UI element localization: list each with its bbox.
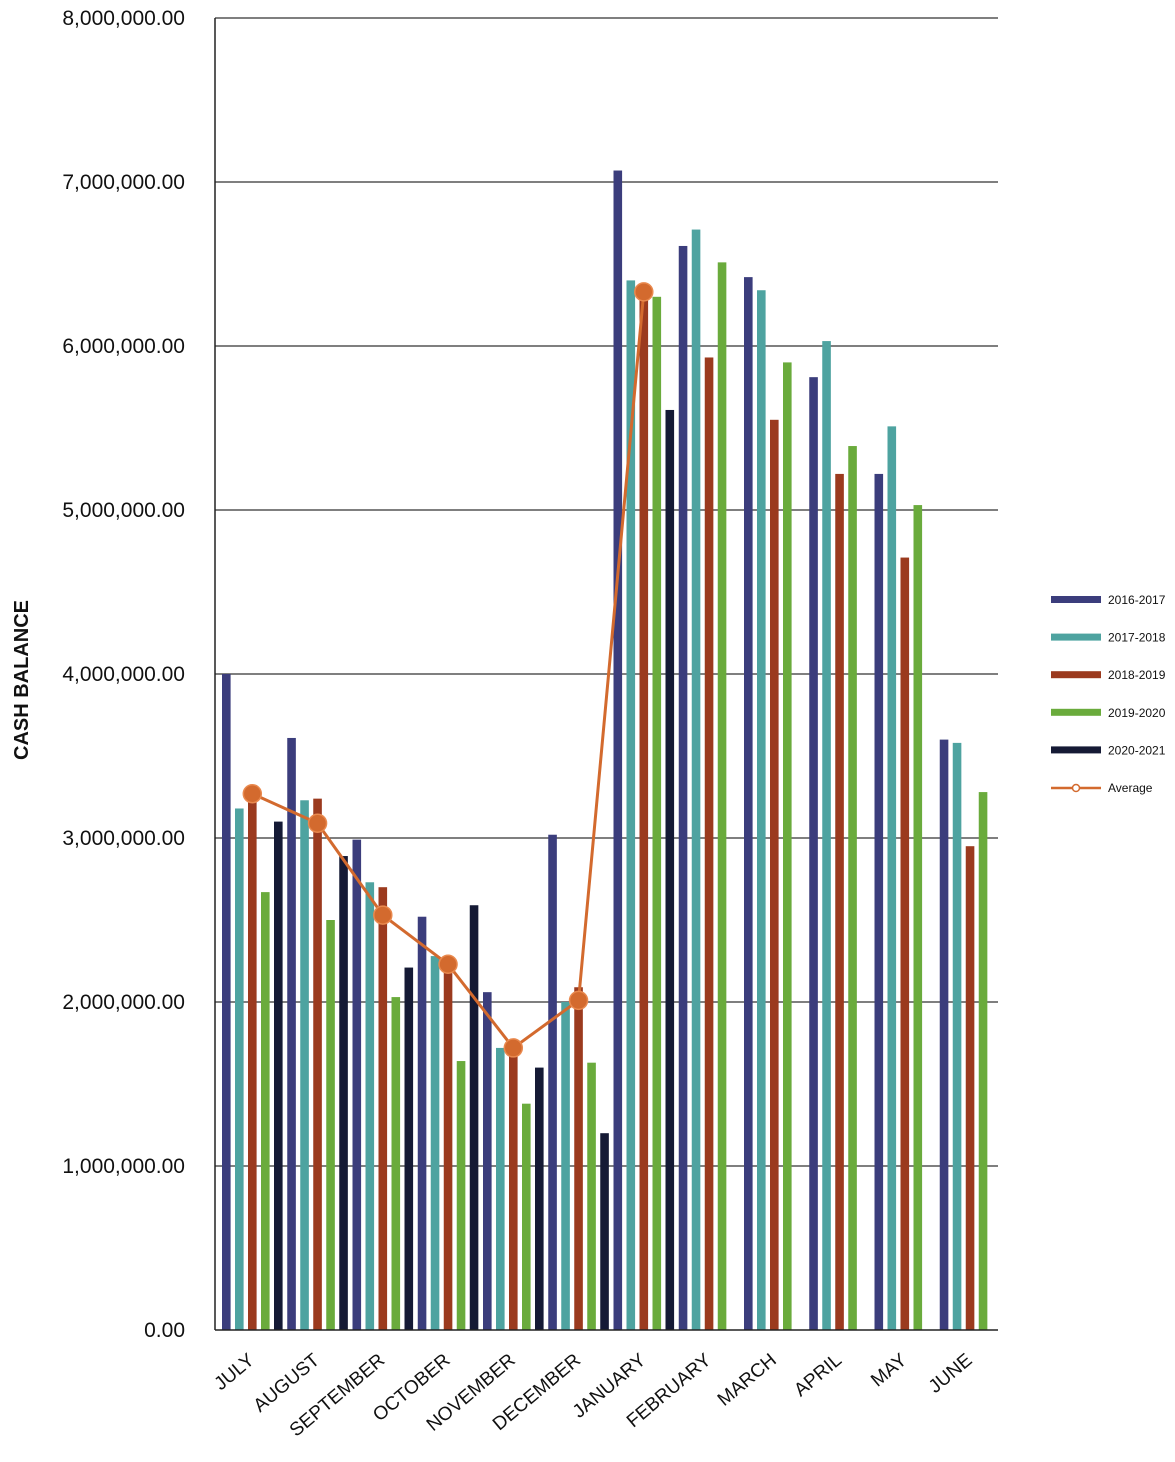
- x-tick-label: JULY: [211, 1350, 259, 1395]
- bar: [404, 967, 414, 1330]
- bar: [248, 788, 257, 1330]
- bar: [874, 473, 884, 1330]
- x-tick-label: MARCH: [714, 1350, 781, 1411]
- average-line: [242, 282, 654, 1058]
- bar: [744, 277, 753, 1330]
- y-tick-label: 0.00: [144, 1319, 185, 1342]
- bar: [952, 742, 962, 1330]
- bar: [665, 409, 675, 1331]
- average-point: [568, 990, 589, 1011]
- bar: [848, 446, 857, 1330]
- bar: [978, 792, 988, 1330]
- bar: [757, 290, 766, 1330]
- average-point: [438, 954, 458, 975]
- y-tick-label: 4,000,000.00: [62, 663, 185, 686]
- bar: [652, 296, 662, 1330]
- bar: [939, 739, 949, 1330]
- bar: [456, 1061, 466, 1330]
- x-axis-ticks: JULYAUGUSTSEPTEMBEROCTOBERNOVEMBERDECEMB…: [211, 1349, 977, 1441]
- bar: [443, 961, 453, 1330]
- average-point: [373, 905, 393, 925]
- bar: [835, 473, 844, 1330]
- bar: [261, 892, 270, 1330]
- bar: [326, 920, 335, 1330]
- bar: [274, 821, 283, 1330]
- bar: [391, 997, 401, 1330]
- y-tick-label: 8,000,000.00: [62, 7, 185, 30]
- bar: [887, 426, 897, 1330]
- bar: [352, 839, 362, 1330]
- bar: [822, 341, 831, 1331]
- bar: [613, 170, 623, 1330]
- bar: [417, 916, 427, 1330]
- bar: [548, 834, 557, 1330]
- bar: [561, 1002, 570, 1330]
- bar: [770, 419, 779, 1330]
- bar: [522, 1103, 531, 1330]
- y-tick-label: 7,000,000.00: [62, 171, 185, 194]
- bar: [626, 280, 636, 1330]
- legend-line-marker: [1071, 783, 1081, 793]
- bar: [509, 1046, 518, 1330]
- bar: [717, 262, 727, 1330]
- bar: [913, 505, 923, 1331]
- legend-swatch: [1051, 708, 1101, 716]
- legend-label: 2018-2019: [1108, 668, 1166, 682]
- bar: [965, 846, 975, 1330]
- average-line-path: [251, 291, 646, 1050]
- bar: [469, 905, 479, 1330]
- bar: [574, 987, 583, 1330]
- y-tick-label: 5,000,000.00: [62, 499, 185, 522]
- bar: [300, 800, 309, 1330]
- y-tick-label: 2,000,000.00: [62, 991, 185, 1014]
- legend-swatch: [1051, 596, 1101, 603]
- bar: [783, 362, 792, 1330]
- bar: [339, 856, 348, 1330]
- bar: [639, 290, 649, 1330]
- average-point: [242, 783, 263, 804]
- y-tick-label: 6,000,000.00: [62, 335, 185, 358]
- bar: [430, 956, 440, 1330]
- bar: [313, 798, 322, 1330]
- bar: [378, 887, 388, 1330]
- x-tick-label: MAY: [867, 1350, 911, 1392]
- x-tick-label: JUNE: [925, 1350, 977, 1398]
- average-point: [503, 1038, 524, 1058]
- legend-swatch: [1051, 671, 1101, 679]
- bar: [678, 245, 688, 1331]
- legend-label: Average: [1108, 781, 1153, 795]
- legend-swatch: [1051, 633, 1101, 641]
- bars: [222, 170, 988, 1331]
- legend-swatch: [1051, 746, 1101, 754]
- bar: [587, 1062, 596, 1330]
- bar: [600, 1133, 609, 1330]
- y-axis-label: CASH BALANCE: [11, 600, 33, 760]
- bar: [287, 737, 296, 1330]
- x-tick-label: APRIL: [790, 1350, 846, 1401]
- bar: [900, 557, 910, 1330]
- legend-label: 2016-2017: [1108, 593, 1166, 607]
- bar: [496, 1047, 505, 1330]
- legend-label: 2020-2021: [1108, 743, 1166, 757]
- y-tick-label: 3,000,000.00: [62, 827, 185, 850]
- legend: 2016-2017 2017-2018 2018-2019 2019-2020 2020…: [1051, 593, 1166, 795]
- bar: [809, 377, 818, 1330]
- bar: [483, 992, 492, 1330]
- bar: [704, 357, 714, 1331]
- bar: [691, 229, 701, 1330]
- y-axis-ticks: 0.00 1,000,000.00 2,000,000.00 3,000,000.00…: [62, 7, 185, 1342]
- bar: [535, 1067, 544, 1330]
- y-tick-label: 1,000,000.00: [62, 1155, 185, 1178]
- bar: [365, 882, 375, 1330]
- average-point: [634, 282, 654, 302]
- legend-label: 2019-2020: [1108, 706, 1166, 720]
- bar: [222, 674, 231, 1330]
- average-point: [307, 813, 328, 833]
- legend-label: 2017-2018: [1108, 631, 1166, 645]
- axes: [214, 18, 998, 1331]
- bar: [235, 808, 244, 1330]
